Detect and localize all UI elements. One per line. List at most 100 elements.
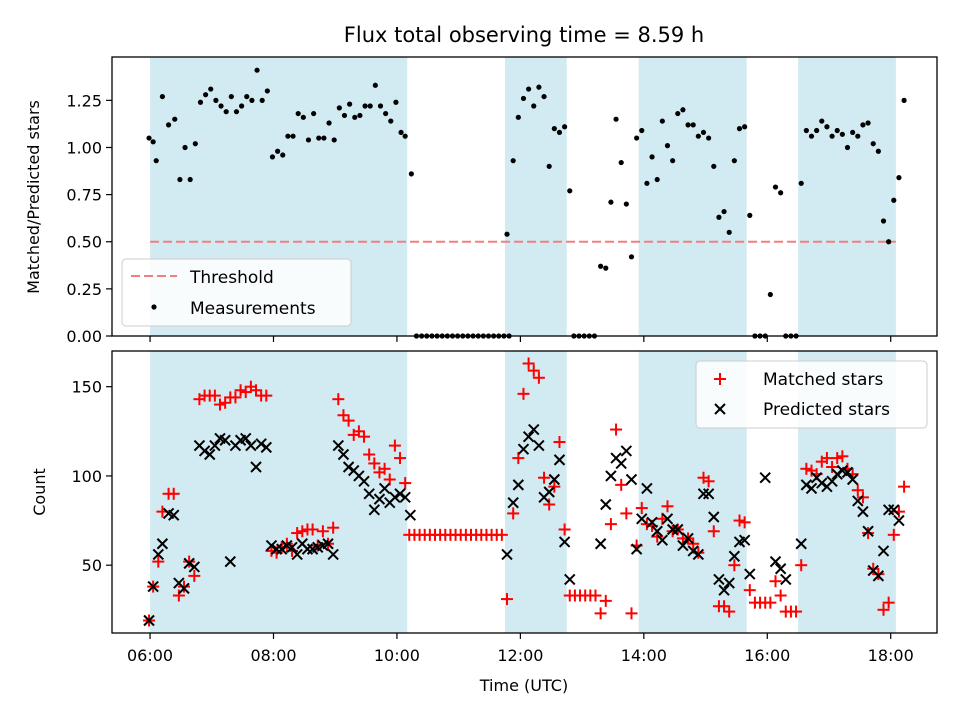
count-y-tick-label: 100 bbox=[71, 467, 102, 486]
measurement-point bbox=[772, 184, 779, 190]
predicted-stars-point bbox=[852, 495, 864, 507]
x-tick-label: 08:00 bbox=[250, 646, 296, 665]
matched-stars-point bbox=[820, 452, 833, 465]
matched-stars-point bbox=[887, 528, 900, 541]
predicted-stars-point bbox=[862, 525, 874, 537]
matched-stars-point bbox=[743, 584, 756, 597]
measurement-point bbox=[150, 139, 156, 145]
matched-stars-point bbox=[260, 389, 273, 402]
measurement-point bbox=[383, 110, 389, 117]
predicted-stars-point bbox=[245, 439, 257, 452]
measurement-point bbox=[803, 127, 809, 134]
measurement-point bbox=[362, 103, 368, 109]
measurement-point bbox=[357, 112, 363, 119]
matched-stars-point bbox=[527, 364, 540, 377]
measurement-point bbox=[628, 254, 635, 260]
measurement-point bbox=[551, 126, 557, 132]
measurement-point bbox=[814, 127, 820, 134]
matched-stars-point bbox=[388, 439, 401, 452]
predicted-stars-point bbox=[872, 570, 885, 582]
predicted-stars-point bbox=[666, 523, 679, 536]
predicted-stars-point bbox=[656, 534, 669, 546]
predicted-stars-point bbox=[143, 614, 155, 627]
predicted-stars-point bbox=[846, 473, 859, 486]
count-panel: 50 100 150 06:00 08:00 10:00 12:00 14:00 16:00 1… bbox=[30, 350, 938, 695]
matched-stars-point bbox=[625, 607, 638, 620]
measurement-point bbox=[891, 197, 897, 203]
measurement-point bbox=[798, 180, 804, 186]
matched-stars-point bbox=[769, 575, 782, 588]
measurement-point bbox=[316, 135, 322, 141]
matched-stars-point bbox=[718, 600, 731, 613]
predicted-stars-point bbox=[337, 448, 350, 461]
matched-stars-point bbox=[208, 389, 221, 402]
predicted-stars-point bbox=[198, 445, 211, 457]
measurement-point bbox=[172, 116, 178, 122]
matched-stars-point bbox=[399, 477, 412, 490]
measurement-point bbox=[664, 143, 671, 149]
measurement-point bbox=[865, 120, 871, 126]
measurement-point bbox=[295, 110, 301, 117]
predicted-stars-point bbox=[522, 430, 535, 443]
legend-threshold-label: Threshold bbox=[189, 268, 274, 288]
matched-stars-point bbox=[178, 580, 191, 593]
matched-stars-point bbox=[836, 450, 849, 463]
predicted-stars-point bbox=[615, 457, 627, 470]
predicted-stars-point bbox=[209, 439, 221, 452]
measurement-point bbox=[326, 120, 332, 126]
predicted-stars-point bbox=[893, 514, 905, 527]
ratio-observing-window-3 bbox=[638, 57, 747, 336]
matched-stars-point bbox=[250, 384, 263, 397]
measurement-point bbox=[695, 133, 701, 139]
predicted-stars-point bbox=[250, 461, 262, 473]
measurement-point bbox=[377, 103, 384, 109]
predicted-stars-point bbox=[600, 498, 612, 511]
measurement-point bbox=[192, 141, 198, 147]
matched-stars-point bbox=[877, 603, 890, 616]
measurement-point bbox=[520, 95, 527, 102]
predicted-stars-point bbox=[594, 538, 607, 550]
measurement-point bbox=[855, 133, 861, 139]
matched-stars-point bbox=[234, 384, 247, 397]
predicted-stars-point bbox=[260, 441, 273, 454]
ratio-panel: 0.00 0.25 0.50 0.75 1.00 1.25 Matched/Predict… bbox=[24, 56, 938, 346]
measurement-point bbox=[203, 92, 209, 98]
predicted-stars-point bbox=[630, 543, 643, 555]
predicted-stars-point bbox=[795, 538, 807, 550]
measurement-point bbox=[808, 133, 815, 139]
predicted-stars-point bbox=[553, 454, 566, 466]
predicted-stars-point bbox=[759, 472, 771, 484]
measurement-point bbox=[896, 175, 902, 181]
legend-measurements-label: Measurements bbox=[190, 299, 316, 319]
predicted-stars-point bbox=[641, 482, 653, 495]
matched-stars-point bbox=[538, 471, 551, 484]
predicted-stars-point bbox=[178, 582, 190, 595]
measurement-point bbox=[747, 212, 753, 218]
matched-stars-point bbox=[800, 462, 813, 475]
measurement-point bbox=[767, 291, 773, 298]
matched-stars-point bbox=[553, 436, 566, 449]
matched-stars-point bbox=[790, 605, 803, 618]
ratio-observing-window-2 bbox=[504, 57, 567, 336]
matched-stars-point bbox=[352, 425, 365, 438]
count-y-tick-label: 150 bbox=[71, 378, 102, 397]
measurement-point bbox=[197, 99, 204, 105]
matched-stars-point bbox=[316, 525, 329, 538]
predicted-stars-point bbox=[558, 536, 571, 548]
count-observing-window-2 bbox=[504, 351, 567, 633]
matched-stars-point bbox=[363, 448, 376, 461]
matched-stars-point bbox=[495, 528, 508, 541]
x-tick-label: 14:00 bbox=[621, 646, 667, 665]
predicted-stars-point bbox=[708, 511, 720, 523]
measurement-point bbox=[531, 103, 537, 109]
predicted-stars-point bbox=[636, 513, 648, 525]
measurement-point bbox=[153, 158, 159, 164]
measurement-point bbox=[546, 163, 552, 169]
matched-stars-point bbox=[898, 480, 911, 493]
predicted-stars-point bbox=[291, 548, 303, 561]
predicted-stars-point bbox=[744, 568, 756, 580]
chart-title: Flux total observing time = 8.59 h bbox=[344, 23, 704, 47]
x-tick-label: 06:00 bbox=[127, 646, 173, 665]
matched-stars-point bbox=[862, 527, 875, 540]
matched-stars-point bbox=[378, 462, 391, 475]
